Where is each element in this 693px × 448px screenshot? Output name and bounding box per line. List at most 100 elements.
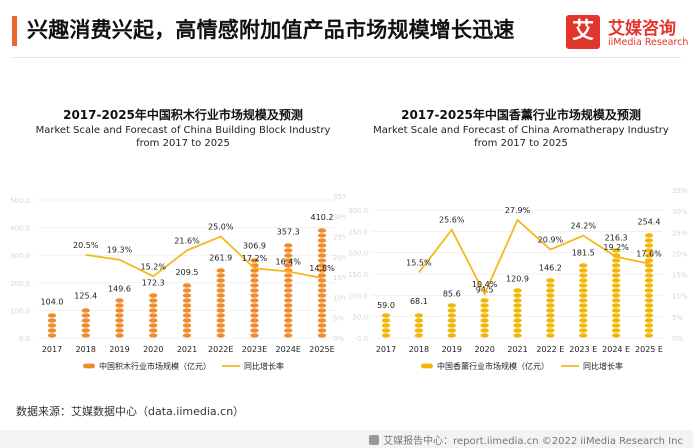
bar-segment (611, 317, 621, 324)
bar-segment (215, 287, 226, 294)
bar-segment (317, 307, 327, 314)
bar-segment (317, 312, 327, 319)
bar-segment (578, 272, 589, 279)
title-accent-bar (12, 16, 17, 46)
bar-segment (317, 242, 327, 249)
bar-segment (611, 277, 621, 284)
y-tick-label: 200.0 (348, 250, 368, 258)
bar-segment (545, 322, 556, 329)
chart-subtitle: from 2017 to 2025 (136, 138, 230, 149)
bar-segment (446, 327, 457, 334)
bar-segment (114, 297, 125, 304)
chart-title: 2017-2025年中国香薰行业市场规模及预测 (401, 107, 641, 122)
legend (421, 363, 433, 369)
bar-segment (148, 332, 159, 339)
y-tick-label: 300.0 (348, 207, 368, 215)
bar-segment (249, 332, 260, 339)
bar-segment (644, 317, 654, 324)
bar-2020 (479, 297, 490, 339)
bar-segment (283, 272, 294, 279)
y-tick-label: 50.0 (352, 314, 368, 322)
bar-segment (80, 327, 91, 334)
legend-line-label: 同比增长率 (244, 361, 284, 371)
chart-subtitle: from 2017 to 2025 (474, 138, 568, 149)
bar-segment (479, 322, 490, 329)
bar-value-label: 146.2 (539, 264, 562, 273)
x-tick-label: 2018 (409, 345, 429, 354)
bar-segment (512, 292, 523, 299)
bar-segment (644, 327, 654, 334)
building-block-chart: 2017-2025年中国积木行业市场规模及预测 Market Scale and … (10, 107, 346, 371)
bar-segment (446, 307, 457, 314)
bar-segment (512, 327, 523, 334)
bar-segment (644, 237, 654, 244)
bar-segment (578, 262, 589, 269)
report-icon (369, 435, 380, 445)
data-source: 数据来源：艾媒数据中心（data.iimedia.cn） (16, 405, 245, 418)
bar-segment (80, 307, 91, 314)
bar-segment (215, 292, 226, 299)
x-tick-label: 2022 E (536, 345, 564, 354)
bar-segment (644, 272, 654, 279)
bar-segment (611, 312, 621, 319)
bar-segment (283, 302, 294, 309)
line-value-label: 19.3% (107, 246, 133, 255)
bar-2023 E (578, 262, 589, 339)
y-tick-label: 250.0 (348, 228, 368, 236)
bar-2017 (381, 312, 391, 339)
footer: 艾媒报告中心：report.iimedia.cn ©2022 iiMedia R… (0, 430, 693, 448)
bar-value-label: 68.1 (410, 297, 428, 306)
legend-bar-label: 中国香薰行业市场规模（亿元） (437, 361, 549, 371)
brand: 艾 艾媒咨询 iiMedia Research (566, 12, 691, 52)
chart-subtitle: Market Scale and Forecast of China Aroma… (373, 125, 669, 136)
bar-segment (148, 327, 159, 334)
bar-segment (611, 282, 621, 289)
y-tick-label: 150.0 (348, 271, 368, 279)
bar-segment (215, 332, 226, 339)
bar-segment (182, 297, 192, 304)
bar-segment (317, 282, 327, 289)
bar-value-label: 181.5 (572, 249, 595, 258)
y2-tick-label: 10% (672, 293, 688, 301)
y2-tick-label: 30% (333, 213, 346, 221)
bar-2025 E (644, 232, 654, 339)
bar-2019 (446, 302, 457, 339)
bar-segment (317, 257, 327, 264)
bar-segment (381, 317, 391, 324)
x-tick-label: 2018 (76, 345, 96, 354)
y2-tick-label: 25% (333, 234, 346, 242)
header: 兴趣消费兴起，高情感附加值产品市场规模增长迅速 艾 艾媒咨询 iiMedia R… (0, 0, 693, 54)
bar-segment (611, 307, 621, 314)
bar-segment (317, 287, 327, 294)
bar-segment (215, 277, 226, 284)
bar-segment (47, 332, 57, 339)
bar-segment (80, 317, 91, 324)
x-tick-label: 2025 E (635, 345, 663, 354)
bar-segment (644, 267, 654, 274)
x-tick-label: 2022E (208, 345, 233, 354)
legend-bar-swatch (427, 363, 433, 369)
bar-segment (283, 292, 294, 299)
bar-segment (114, 322, 125, 329)
bar-value-label: 261.9 (209, 254, 232, 263)
bar-segment (182, 292, 192, 299)
line-value-label: 15.2% (141, 262, 167, 271)
line-value-label: 19.2% (603, 243, 629, 252)
bar-segment (414, 332, 424, 339)
bar-segment (578, 282, 589, 289)
footer-text: 艾媒报告中心：report.iimedia.cn ©2022 iiMedia R… (369, 432, 683, 447)
bar-segment (215, 312, 226, 319)
line-value-label: 17.2% (242, 254, 268, 263)
bar-segment (249, 317, 260, 324)
bar-segment (644, 322, 654, 329)
bar-segment (80, 312, 91, 319)
bar-segment (148, 312, 159, 319)
bar-segment (283, 282, 294, 289)
bar-segment (644, 242, 654, 249)
line-value-label: 14.8% (309, 264, 335, 273)
bar-segment (644, 282, 654, 289)
bar-segment (578, 292, 589, 299)
y2-tick-label: 30% (672, 208, 688, 216)
bar-segment (148, 317, 159, 324)
x-tick-label: 2017 (376, 345, 396, 354)
